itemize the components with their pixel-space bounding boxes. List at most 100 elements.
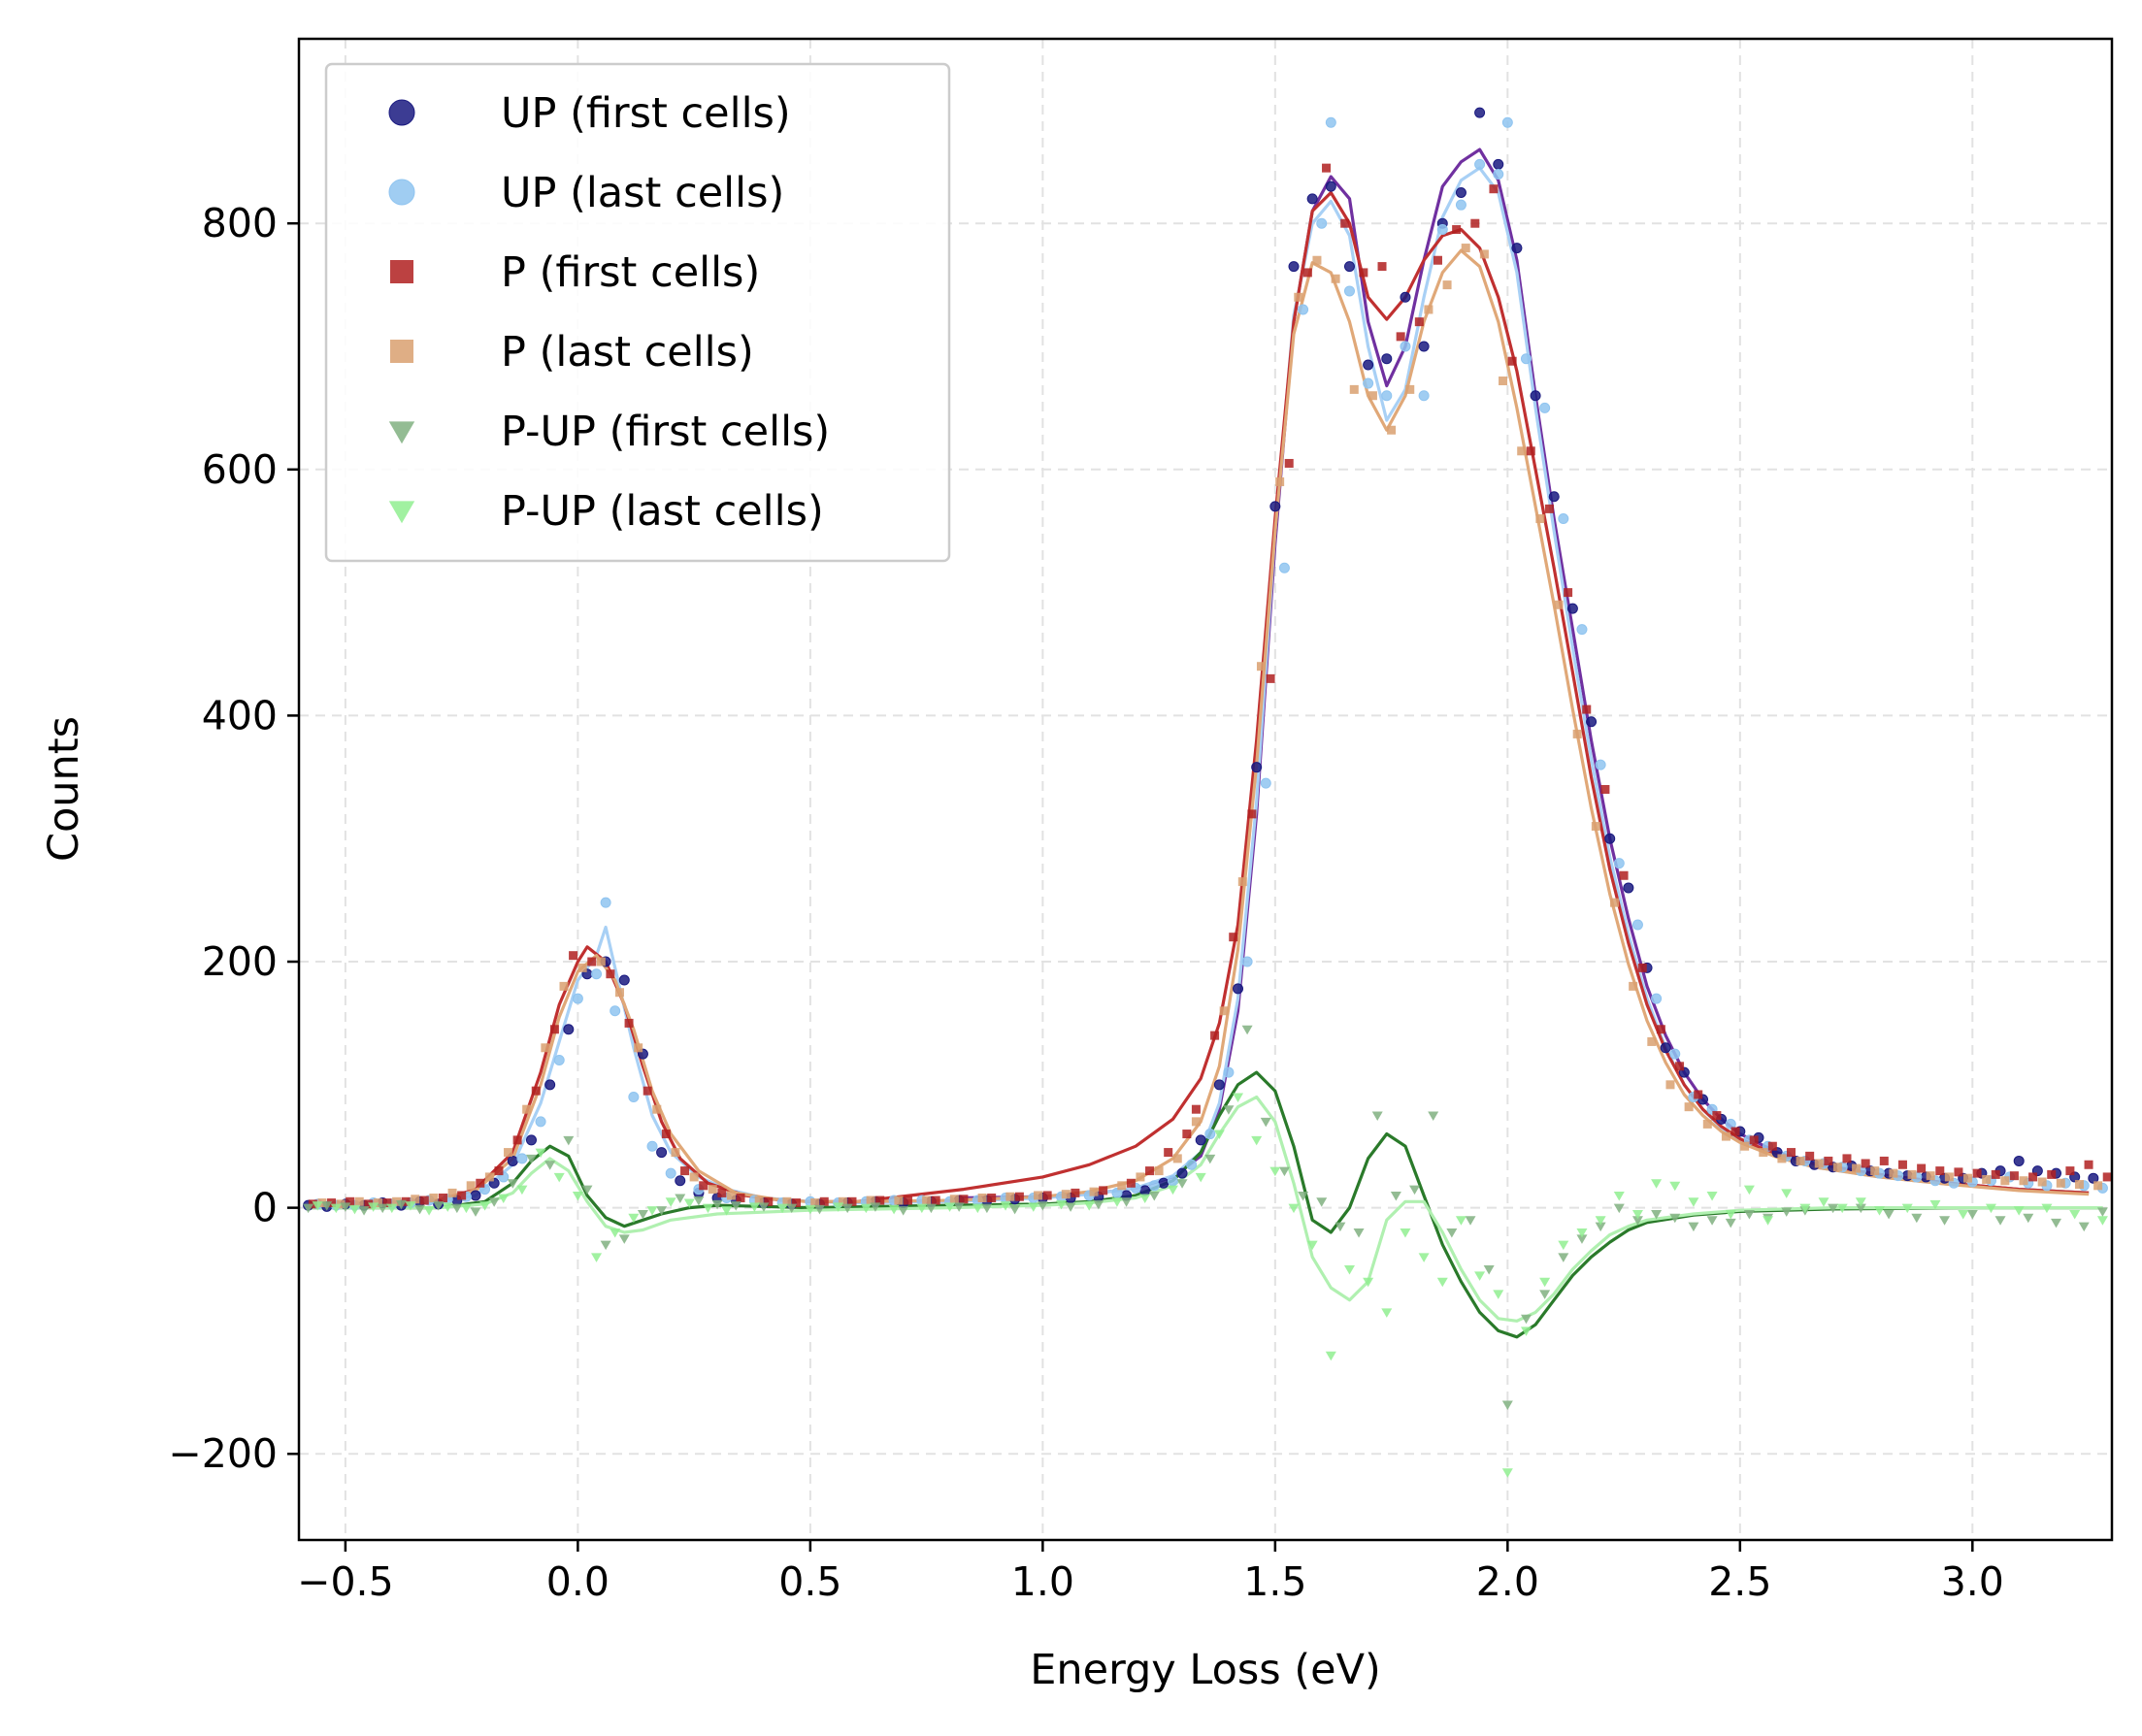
data-point xyxy=(1669,1048,1681,1060)
data-point xyxy=(382,1198,392,1208)
data-point xyxy=(1852,1163,1862,1173)
data-point xyxy=(1539,402,1551,413)
data-point xyxy=(1167,1185,1178,1196)
data-point xyxy=(507,1155,518,1166)
data-point xyxy=(916,1203,928,1214)
data-point xyxy=(1544,504,1554,513)
data-point xyxy=(894,1196,904,1205)
data-point xyxy=(711,1199,723,1210)
data-point xyxy=(1911,1213,1923,1224)
data-point xyxy=(1749,1135,1759,1145)
data-point xyxy=(1883,1209,1895,1220)
legend-marker xyxy=(390,340,413,363)
data-point xyxy=(1400,291,1411,303)
data-point xyxy=(875,1196,885,1205)
data-point xyxy=(2013,1155,2025,1166)
plot-frame xyxy=(297,37,2114,1542)
legend-item: P (first cells) xyxy=(390,248,760,297)
data-point xyxy=(327,1198,337,1208)
data-point xyxy=(577,963,587,972)
data-point xyxy=(1061,1190,1071,1199)
data-point xyxy=(1600,785,1610,794)
data-point xyxy=(1470,218,1480,228)
data-point xyxy=(1613,858,1625,869)
data-point xyxy=(754,1196,764,1205)
data-point xyxy=(1167,1175,1178,1187)
data-point xyxy=(1759,1148,1768,1158)
y-tick-label: 800 xyxy=(202,200,278,246)
data-point xyxy=(1623,882,1634,894)
data-point xyxy=(1576,624,1588,636)
data-point xyxy=(1944,1172,1954,1182)
data-point xyxy=(1694,1090,1703,1099)
data-point xyxy=(628,1213,640,1224)
data-point xyxy=(1501,1400,1513,1411)
data-point xyxy=(1436,1277,1448,1288)
data-point xyxy=(721,1206,733,1216)
data-point xyxy=(898,1206,909,1216)
data-point xyxy=(535,1148,546,1159)
data-point xyxy=(819,1196,829,1206)
legend-item: P-UP (last cells) xyxy=(388,487,824,536)
data-point xyxy=(1901,1203,1913,1214)
data-point xyxy=(587,957,597,966)
data-point xyxy=(1298,304,1309,315)
data-point xyxy=(702,1203,713,1214)
data-point xyxy=(1702,1119,1712,1129)
data-point xyxy=(1455,187,1466,199)
y-tick-label: 600 xyxy=(202,446,278,493)
data-point xyxy=(364,1199,374,1209)
data-point xyxy=(1353,1228,1365,1238)
series-p-up-last-cells xyxy=(312,1093,2108,1478)
data-point xyxy=(368,1202,379,1212)
data-point xyxy=(1442,280,1452,290)
data-point xyxy=(618,974,630,986)
series-p-first-cells xyxy=(308,163,2112,1209)
data-point xyxy=(2056,1178,2065,1188)
data-point xyxy=(2041,1203,2053,1214)
data-point xyxy=(572,993,583,1004)
data-point xyxy=(559,981,569,991)
data-point xyxy=(1028,1202,1039,1212)
data-point xyxy=(1530,390,1541,402)
data-point xyxy=(1963,1173,1973,1183)
data-point xyxy=(1428,1111,1439,1122)
data-point xyxy=(553,1054,565,1065)
data-point xyxy=(1325,1351,1336,1361)
data-point xyxy=(1889,1168,1898,1178)
data-point xyxy=(1777,1154,1787,1163)
data-point xyxy=(1539,1290,1551,1299)
fit-line-p-up-first-cells xyxy=(308,1070,2103,1339)
data-point xyxy=(1520,1314,1532,1325)
data-point xyxy=(610,1228,621,1238)
data-point xyxy=(1684,1102,1694,1112)
data-point xyxy=(1093,1199,1104,1210)
data-point xyxy=(1176,1179,1188,1189)
data-point xyxy=(1363,377,1374,389)
data-point xyxy=(1343,1265,1355,1275)
data-point xyxy=(1474,1271,1486,1281)
data-point xyxy=(392,1196,402,1206)
data-point xyxy=(792,1198,802,1208)
data-point xyxy=(1269,501,1281,512)
data-point xyxy=(637,1209,648,1220)
data-point xyxy=(451,1203,463,1214)
data-point xyxy=(1316,217,1328,229)
data-point xyxy=(572,1191,583,1201)
data-point xyxy=(675,1194,686,1203)
data-point xyxy=(665,1167,676,1179)
data-point xyxy=(1669,1213,1681,1224)
data-point xyxy=(1260,1117,1271,1128)
data-point xyxy=(903,1196,912,1205)
data-point xyxy=(2093,1181,2103,1191)
data-point xyxy=(1982,1174,1992,1184)
data-point xyxy=(953,1202,965,1212)
data-point xyxy=(1325,180,1336,192)
data-point xyxy=(1651,993,1663,1004)
data-points xyxy=(303,107,2112,1478)
data-point xyxy=(1306,1240,1318,1251)
data-point xyxy=(447,1188,457,1197)
data-point xyxy=(1604,833,1616,844)
x-tick-label: 2.5 xyxy=(1708,1558,1771,1605)
